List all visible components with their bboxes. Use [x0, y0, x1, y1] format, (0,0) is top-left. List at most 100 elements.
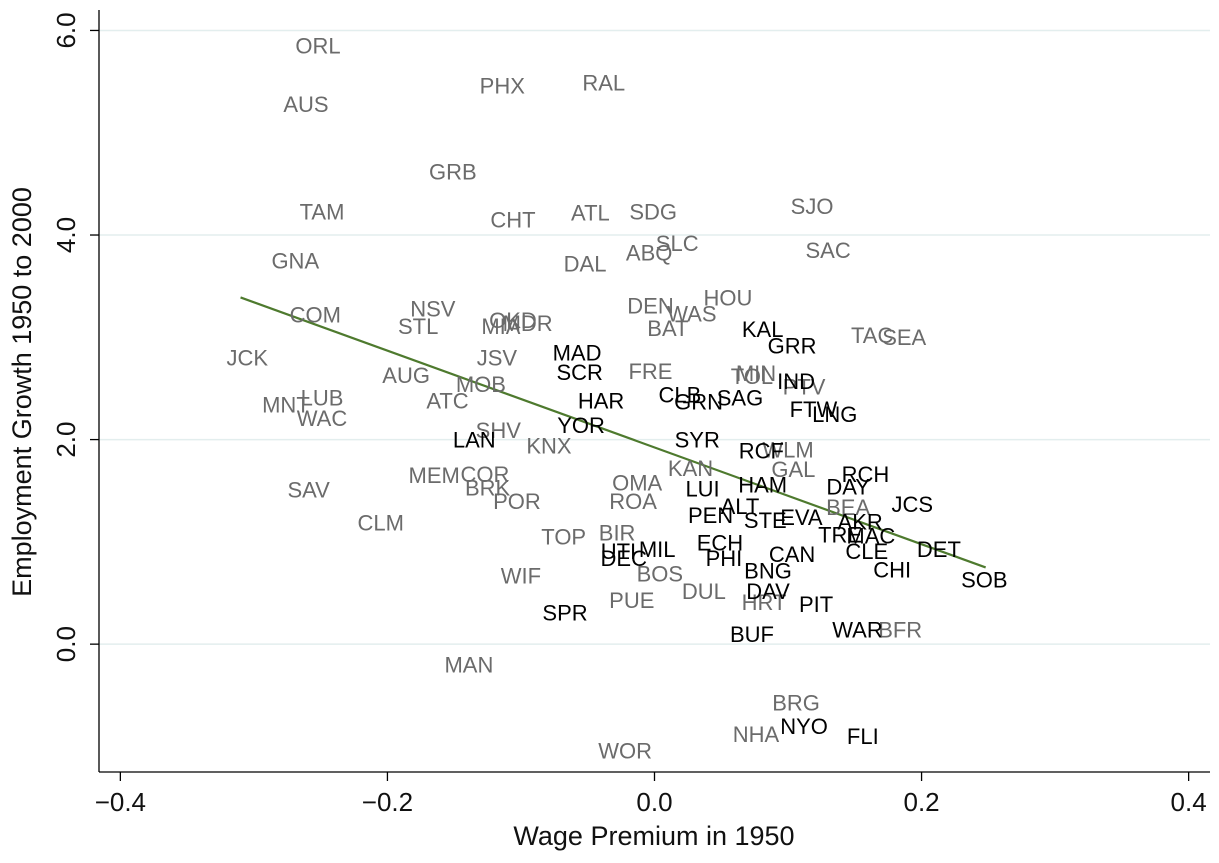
- point-label: OKD: [489, 308, 537, 333]
- point-label: ORL: [295, 34, 340, 59]
- point-label: CAN: [769, 542, 815, 567]
- point-label: BIR: [599, 521, 636, 546]
- x-tick-label: 0.2: [903, 787, 939, 817]
- point-label: CHI: [873, 557, 911, 582]
- point-label: LNG: [812, 402, 857, 427]
- point-label: HRT: [742, 590, 787, 615]
- point-label: POR: [493, 489, 541, 514]
- point-label: MAD: [553, 341, 602, 366]
- point-label: EVA: [780, 505, 823, 530]
- point-label: ATC: [426, 389, 468, 414]
- point-label: AKR: [838, 509, 883, 534]
- point-label: AUG: [382, 363, 430, 388]
- point-label: PEN: [688, 503, 733, 528]
- point-label: MIN: [736, 361, 776, 386]
- point-label: HAM: [738, 472, 787, 497]
- point-label: HOU: [703, 285, 752, 310]
- point-label: DAV: [746, 579, 790, 604]
- point-label: SAV: [287, 478, 330, 503]
- x-tick-label: 0.4: [1171, 787, 1207, 817]
- point-label: YOR: [557, 413, 605, 438]
- point-label: WIF: [501, 563, 541, 588]
- point-label: SLC: [656, 231, 699, 256]
- point-label: MOB: [456, 372, 506, 397]
- point-label: LAN: [453, 427, 496, 452]
- point-label: DEN: [627, 293, 673, 318]
- point-label: MDR: [503, 311, 553, 336]
- point-label: COM: [290, 303, 341, 328]
- point-label: ECH: [697, 531, 743, 556]
- point-label: IND: [777, 369, 815, 394]
- point-label: KNX: [526, 434, 572, 459]
- point-label: FTW: [790, 397, 838, 422]
- point-label: RAL: [582, 70, 625, 95]
- point-label: MEM: [409, 463, 460, 488]
- point-label: BEA: [826, 495, 870, 520]
- fit-line: [240, 296, 987, 569]
- y-tick-label: 2.0: [51, 422, 81, 458]
- point-label: JCK: [226, 346, 268, 371]
- y-tick-label: 0.0: [51, 626, 81, 662]
- point-label: KAN: [668, 456, 713, 481]
- point-label: GRR: [768, 333, 817, 358]
- point-label: BUF: [730, 622, 774, 647]
- point-label: BOS: [637, 561, 683, 586]
- point-label: DET: [917, 537, 961, 562]
- y-tick-label: 6.0: [51, 12, 81, 48]
- y-axis-label: Employment Growth 1950 to 2000: [7, 187, 37, 597]
- point-label: SOB: [961, 568, 1007, 593]
- point-label: LUI: [685, 477, 719, 502]
- point-label: SDG: [629, 199, 677, 224]
- point-label: UTI: [601, 539, 636, 564]
- point-label: WAS: [667, 302, 716, 327]
- point-label: BRK: [465, 476, 511, 501]
- point-label: SAG: [717, 386, 763, 411]
- point-label: FLI: [847, 724, 879, 749]
- point-label: SCR: [556, 360, 602, 385]
- point-label: CLE: [845, 539, 888, 564]
- x-axis-label: Wage Premium in 1950: [513, 821, 794, 851]
- point-label: SEA: [882, 325, 926, 350]
- point-label: MIL: [639, 537, 676, 562]
- point-label: COR: [460, 462, 509, 487]
- point-label: MAC: [846, 524, 895, 549]
- point-label: CLM: [358, 510, 404, 535]
- point-label: WLM: [762, 438, 813, 463]
- point-label: GNA: [271, 248, 319, 273]
- point-label: BFR: [878, 618, 922, 643]
- point-label: BRG: [772, 690, 820, 715]
- point-label: LUB: [301, 386, 344, 411]
- point-label: GRB: [429, 159, 477, 184]
- point-label: SYR: [675, 427, 720, 452]
- point-label: CHT: [490, 208, 535, 233]
- point-label: STL: [398, 314, 438, 339]
- point-label: MNT: [262, 393, 310, 418]
- point-label: AUS: [283, 92, 328, 117]
- point-label: ALT: [721, 494, 760, 519]
- point-label: DAL: [564, 252, 607, 277]
- point-label: ROA: [609, 489, 657, 514]
- point-label: FRE: [628, 359, 672, 384]
- point-label: WAC: [297, 406, 348, 431]
- point-label: JSV: [477, 346, 518, 371]
- y-tick-label: 4.0: [51, 217, 81, 253]
- point-label: PUE: [609, 588, 654, 613]
- point-label: SHV: [476, 418, 522, 443]
- point-label: TAM: [300, 199, 345, 224]
- point-label: STE: [744, 508, 787, 533]
- point-label: JCS: [891, 492, 933, 517]
- point-label: SPR: [542, 600, 587, 625]
- point-label: DUL: [682, 579, 726, 604]
- point-label: HAR: [578, 389, 624, 414]
- point-label: WAR: [832, 618, 883, 643]
- point-label: DEC: [601, 546, 648, 571]
- x-tick-label: 0.0: [636, 787, 672, 817]
- point-label: ABQ: [626, 240, 672, 265]
- point-label: TRE: [818, 523, 862, 548]
- point-label: SAC: [805, 238, 850, 263]
- point-label: PTV: [783, 374, 826, 399]
- point-label: BAT: [647, 316, 688, 341]
- point-label: TAC: [851, 323, 893, 348]
